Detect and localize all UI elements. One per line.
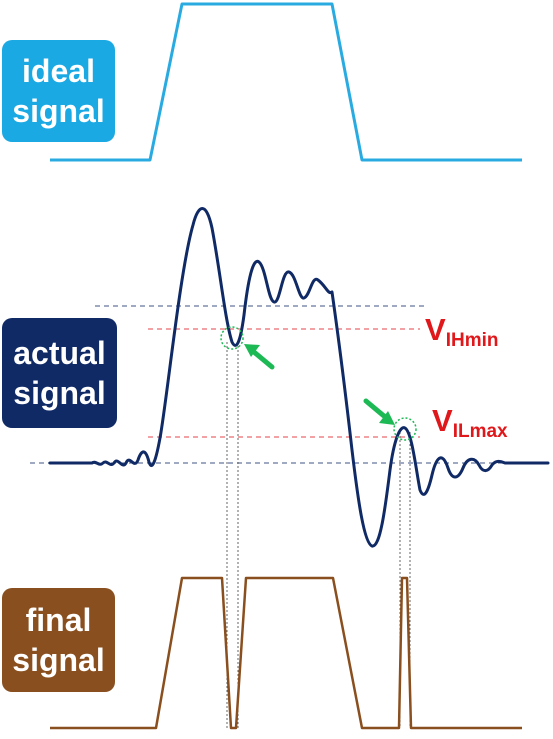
ideal-waveform <box>50 2 522 162</box>
vil-label: VILmax <box>432 403 508 442</box>
final-label-line1: final <box>25 602 92 638</box>
vih-label-main: V <box>425 312 446 347</box>
vil-crossing-marker <box>393 417 417 441</box>
vih-crossing-marker <box>220 326 244 350</box>
ideal-label-line2: signal <box>12 93 105 129</box>
actual-signal-label: actual signal <box>2 318 117 428</box>
ideal-label-line1: ideal <box>22 53 95 89</box>
vih-label: VIHmin <box>425 312 498 351</box>
final-label-line2: signal <box>12 642 105 678</box>
vil-label-main: V <box>432 403 453 438</box>
final-waveform <box>50 576 522 730</box>
ideal-signal-label: ideal signal <box>2 40 115 142</box>
actual-label-line2: signal <box>13 375 106 411</box>
vil-arrow-icon <box>363 398 395 425</box>
crossing-guides <box>226 342 411 728</box>
vil-label-sub: ILmax <box>453 421 508 442</box>
vih-arrow-icon <box>244 344 275 370</box>
vih-label-sub: IHmin <box>446 330 499 351</box>
actual-waveform <box>48 207 550 548</box>
actual-label-line1: actual <box>13 335 106 371</box>
final-signal-label: final signal <box>2 588 115 692</box>
